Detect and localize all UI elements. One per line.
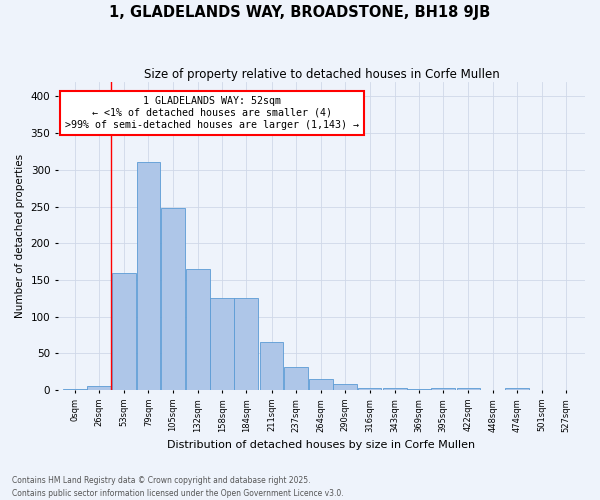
- Bar: [431, 388, 455, 390]
- Bar: [284, 366, 308, 390]
- Bar: [457, 388, 480, 390]
- Title: Size of property relative to detached houses in Corfe Mullen: Size of property relative to detached ho…: [143, 68, 499, 80]
- Text: 1 GLADELANDS WAY: 52sqm
← <1% of detached houses are smaller (4)
>99% of semi-de: 1 GLADELANDS WAY: 52sqm ← <1% of detache…: [65, 96, 359, 130]
- Bar: [210, 298, 234, 390]
- X-axis label: Distribution of detached houses by size in Corfe Mullen: Distribution of detached houses by size …: [167, 440, 476, 450]
- Y-axis label: Number of detached properties: Number of detached properties: [15, 154, 25, 318]
- Bar: [505, 388, 529, 390]
- Text: Contains HM Land Registry data © Crown copyright and database right 2025.
Contai: Contains HM Land Registry data © Crown c…: [12, 476, 344, 498]
- Bar: [63, 388, 86, 390]
- Bar: [334, 384, 357, 390]
- Bar: [161, 208, 185, 390]
- Bar: [309, 379, 333, 390]
- Bar: [235, 298, 258, 390]
- Bar: [112, 272, 136, 390]
- Bar: [383, 388, 407, 390]
- Text: 1, GLADELANDS WAY, BROADSTONE, BH18 9JB: 1, GLADELANDS WAY, BROADSTONE, BH18 9JB: [109, 5, 491, 20]
- Bar: [358, 388, 382, 390]
- Bar: [137, 162, 160, 390]
- Bar: [87, 386, 111, 390]
- Bar: [186, 269, 210, 390]
- Bar: [260, 342, 283, 390]
